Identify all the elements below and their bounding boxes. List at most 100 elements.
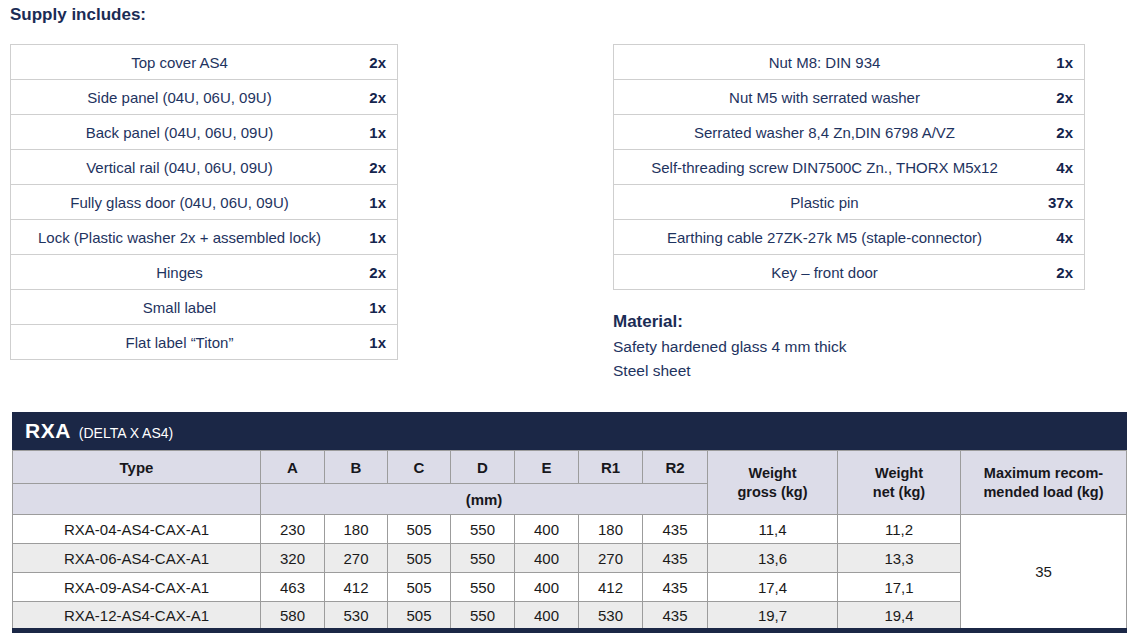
supply-item-label: Nut M8: DIN 934	[614, 54, 1029, 71]
header-empty-cell	[13, 484, 261, 515]
supply-item-label: Hinges	[11, 264, 342, 281]
dim-a: 463	[261, 573, 325, 602]
col-header-max-load: Maximum recom- mended load (kg)	[961, 451, 1127, 515]
supply-item-label: Lock (Plastic washer 2x + assembled lock…	[11, 229, 342, 246]
supply-item-qty: 2x	[1029, 264, 1084, 281]
col-header-weight-net: Weight net (kg)	[838, 451, 961, 515]
supply-item-qty: 2x	[342, 89, 397, 106]
supply-item-label: Top cover AS4	[11, 54, 342, 71]
supply-item-qty: 1x	[1029, 54, 1084, 71]
supply-item-label: Fully glass door (04U, 06U, 09U)	[11, 194, 342, 211]
supply-row: Side panel (04U, 06U, 09U) 2x	[11, 80, 397, 115]
dim-a: 320	[261, 544, 325, 573]
supply-row: Nut M8: DIN 934 1x	[614, 45, 1084, 80]
col-header-d: D	[451, 451, 515, 484]
dim-c: 505	[388, 602, 451, 631]
dim-d: 550	[451, 544, 515, 573]
dim-e: 400	[515, 573, 579, 602]
supply-item-label: Key – front door	[614, 264, 1029, 281]
weight-net: 13,3	[838, 544, 961, 573]
supply-item-qty: 1x	[342, 299, 397, 316]
supply-item-qty: 37x	[1029, 194, 1084, 211]
dim-r2: 435	[643, 544, 708, 573]
dim-r2: 435	[643, 602, 708, 631]
max-load-value: 35	[961, 515, 1127, 631]
dim-d: 550	[451, 602, 515, 631]
dim-a: 580	[261, 602, 325, 631]
col-header-e: E	[515, 451, 579, 484]
supply-item-label: Small label	[11, 299, 342, 316]
supply-row: Plastic pin 37x	[614, 185, 1084, 220]
supply-item-label: Flat label “Titon”	[11, 334, 342, 351]
supply-table-left: Top cover AS4 2x Side panel (04U, 06U, 0…	[10, 44, 398, 360]
weight-gross: 11,4	[708, 515, 838, 544]
supply-row: Lock (Plastic washer 2x + assembled lock…	[11, 220, 397, 255]
supply-item-label: Back panel (04U, 06U, 09U)	[11, 124, 342, 141]
rxa-spec-table: Type A B C D E R1 R2 Weight gross (kg) W…	[12, 450, 1127, 633]
material-heading: Material:	[613, 312, 846, 332]
supply-item-qty: 2x	[342, 159, 397, 176]
type-cell: RXA-12-AS4-CAX-A1	[13, 602, 261, 631]
supply-item-label: Serrated washer 8,4 Zn,DIN 6798 A/VZ	[614, 124, 1029, 141]
col-header-type: Type	[13, 451, 261, 484]
col-header-r1: R1	[579, 451, 643, 484]
dim-d: 550	[451, 573, 515, 602]
page-title: Supply includes:	[10, 5, 146, 25]
supply-item-label: Plastic pin	[614, 194, 1029, 211]
dim-r2: 435	[643, 515, 708, 544]
supply-item-qty: 4x	[1029, 229, 1084, 246]
weight-gross: 13,6	[708, 544, 838, 573]
dim-r1: 270	[579, 544, 643, 573]
type-cell: RXA-09-AS4-CAX-A1	[13, 573, 261, 602]
material-section: Material: Safety hardened glass 4 mm thi…	[613, 312, 846, 383]
supply-item-qty: 2x	[1029, 124, 1084, 141]
supply-item-qty: 2x	[342, 54, 397, 71]
material-line: Steel sheet	[613, 359, 846, 383]
col-header-weight-gross: Weight gross (kg)	[708, 451, 838, 515]
supply-row: Earthing cable 27ZK-27k M5 (staple-conne…	[614, 220, 1084, 255]
supply-item-qty: 1x	[342, 334, 397, 351]
unit-header-mm: (mm)	[261, 484, 708, 515]
weight-net: 19,4	[838, 602, 961, 631]
dim-d: 550	[451, 515, 515, 544]
col-header-r2: R2	[643, 451, 708, 484]
dim-b: 530	[325, 602, 388, 631]
dim-r1: 412	[579, 573, 643, 602]
material-line: Safety hardened glass 4 mm thick	[613, 335, 846, 359]
supply-table-right: Nut M8: DIN 934 1x Nut M5 with serrated …	[613, 44, 1085, 290]
supply-row: Key – front door 2x	[614, 255, 1084, 289]
rxa-header-bar: RXA (DELTA X AS4)	[12, 412, 1127, 450]
dim-c: 505	[388, 544, 451, 573]
supply-row: Self-threading screw DIN7500C Zn., THORX…	[614, 150, 1084, 185]
supply-item-label: Nut M5 with serrated washer	[614, 89, 1029, 106]
rxa-spec-section: RXA (DELTA X AS4) Type A B C D E R1 R2 W…	[12, 412, 1127, 633]
weight-net: 11,2	[838, 515, 961, 544]
dim-r1: 180	[579, 515, 643, 544]
supply-row: Flat label “Titon” 1x	[11, 325, 397, 359]
dim-e: 400	[515, 515, 579, 544]
supply-row: Small label 1x	[11, 290, 397, 325]
col-header-b: B	[325, 451, 388, 484]
supply-item-qty: 1x	[342, 229, 397, 246]
dim-b: 270	[325, 544, 388, 573]
rxa-series-subtitle: (DELTA X AS4)	[79, 425, 173, 441]
supply-item-qty: 2x	[342, 264, 397, 281]
supply-item-qty: 4x	[1029, 159, 1084, 176]
supply-row: Top cover AS4 2x	[11, 45, 397, 80]
dim-e: 400	[515, 602, 579, 631]
weight-net: 17,1	[838, 573, 961, 602]
dim-b: 180	[325, 515, 388, 544]
supply-item-label: Side panel (04U, 06U, 09U)	[11, 89, 342, 106]
supply-item-label: Earthing cable 27ZK-27k M5 (staple-conne…	[614, 229, 1029, 246]
weight-gross: 17,4	[708, 573, 838, 602]
supply-item-qty: 2x	[1029, 89, 1084, 106]
supply-item-label: Self-threading screw DIN7500C Zn., THORX…	[614, 159, 1029, 176]
supply-row: Nut M5 with serrated washer 2x	[614, 80, 1084, 115]
dim-b: 412	[325, 573, 388, 602]
supply-row: Vertical rail (04U, 06U, 09U) 2x	[11, 150, 397, 185]
dim-c: 505	[388, 573, 451, 602]
supply-row: Back panel (04U, 06U, 09U) 1x	[11, 115, 397, 150]
supply-row: Fully glass door (04U, 06U, 09U) 1x	[11, 185, 397, 220]
dim-c: 505	[388, 515, 451, 544]
supply-row: Hinges 2x	[11, 255, 397, 290]
